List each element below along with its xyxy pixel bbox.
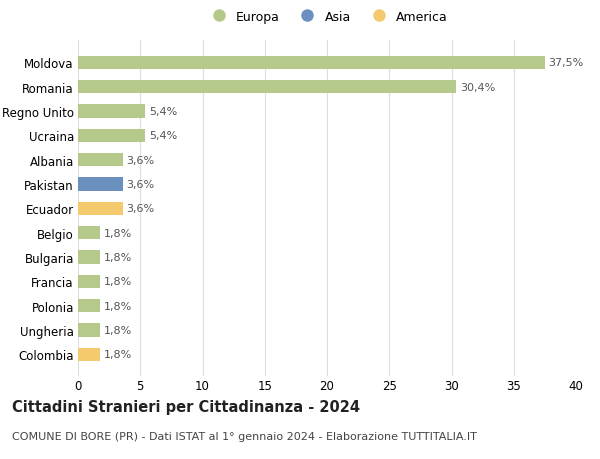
Text: 1,8%: 1,8% — [104, 252, 133, 263]
Text: 3,6%: 3,6% — [127, 179, 155, 190]
Bar — [78, 324, 100, 337]
Bar — [78, 348, 100, 361]
Bar — [78, 299, 100, 313]
Text: 30,4%: 30,4% — [460, 83, 496, 92]
Bar — [78, 105, 145, 118]
Text: 37,5%: 37,5% — [548, 58, 584, 68]
Text: 1,8%: 1,8% — [104, 301, 133, 311]
Bar — [78, 202, 123, 216]
Legend: Europa, Asia, America: Europa, Asia, America — [206, 11, 448, 24]
Bar — [78, 226, 100, 240]
Text: Cittadini Stranieri per Cittadinanza - 2024: Cittadini Stranieri per Cittadinanza - 2… — [12, 399, 360, 414]
Text: 1,8%: 1,8% — [104, 228, 133, 238]
Bar — [78, 251, 100, 264]
Bar — [78, 56, 545, 70]
Text: 3,6%: 3,6% — [127, 155, 155, 165]
Text: 3,6%: 3,6% — [127, 204, 155, 214]
Text: 1,8%: 1,8% — [104, 349, 133, 359]
Text: 1,8%: 1,8% — [104, 277, 133, 287]
Bar — [78, 154, 123, 167]
Text: 1,8%: 1,8% — [104, 325, 133, 335]
Bar — [78, 275, 100, 288]
Text: COMUNE DI BORE (PR) - Dati ISTAT al 1° gennaio 2024 - Elaborazione TUTTITALIA.IT: COMUNE DI BORE (PR) - Dati ISTAT al 1° g… — [12, 431, 477, 442]
Text: 5,4%: 5,4% — [149, 107, 177, 117]
Text: 5,4%: 5,4% — [149, 131, 177, 141]
Bar — [78, 178, 123, 191]
Bar — [78, 129, 145, 143]
Bar — [78, 81, 457, 94]
